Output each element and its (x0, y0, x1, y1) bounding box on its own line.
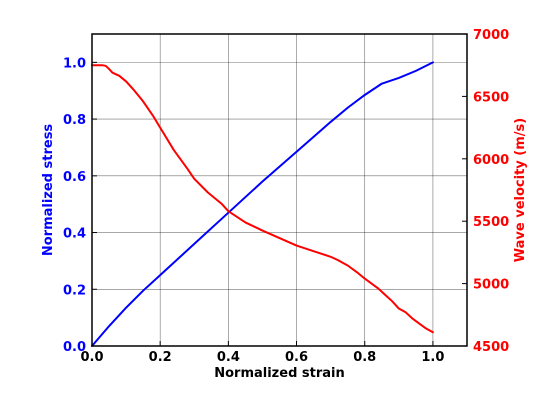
x-tick-label: 0.8 (353, 350, 376, 365)
x-tick-label: 0.6 (285, 350, 308, 365)
y-left-tick-label: 0.4 (63, 227, 86, 242)
grid (91, 34, 467, 347)
y-left-tick-label: 0.2 (63, 283, 86, 298)
y-left-tick-label: 0.8 (63, 113, 86, 128)
y-left-tick-label: 1.0 (63, 56, 86, 71)
y-axis-right-label: Wave velocity (m/s) (513, 118, 528, 262)
x-axis-label: Normalized strain (214, 366, 345, 381)
y-right-tick-label: 5000 (473, 278, 509, 293)
y-left-tick-label: 0.6 (63, 170, 86, 185)
wave-velocity-line (91, 64, 434, 334)
y-left-tick-label: 0.0 (63, 340, 86, 355)
y-right-tick-label: 6500 (473, 90, 509, 105)
y-right-tick-label: 7000 (473, 28, 509, 43)
series-layer (91, 61, 434, 347)
x-tick-label: 0.0 (80, 350, 103, 365)
x-tick-label: 0.2 (149, 350, 172, 365)
x-tick-label: 0.4 (217, 350, 240, 365)
y-right-tick-label: 4500 (473, 340, 509, 355)
y-axis-left-label: Normalized stress (41, 124, 56, 257)
y-right-tick-label: 5500 (473, 215, 509, 230)
ticks-layer: 0.0 0.2 0.4 0.6 0.8 1.0 0.0 0.2 0.4 0.6 0.8 1.0 4500… (63, 28, 509, 365)
x-tick-label: 1.0 (421, 350, 444, 365)
normalized-stress-line (91, 61, 434, 347)
y-right-tick-label: 6000 (473, 153, 509, 168)
plot-frame (91, 33, 468, 347)
